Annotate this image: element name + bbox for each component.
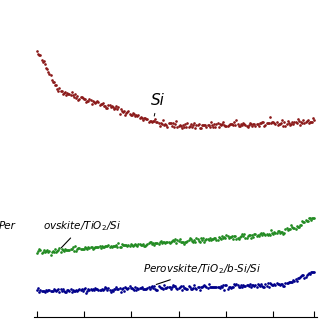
Text: Si: Si (151, 93, 165, 116)
Text: Perovskite/TiO$_2$/b-Si/Si: Perovskite/TiO$_2$/b-Si/Si (142, 262, 261, 284)
Text: Per: Per (0, 221, 15, 231)
Text: ovskite/TiO$_2$/Si: ovskite/TiO$_2$/Si (43, 220, 121, 248)
